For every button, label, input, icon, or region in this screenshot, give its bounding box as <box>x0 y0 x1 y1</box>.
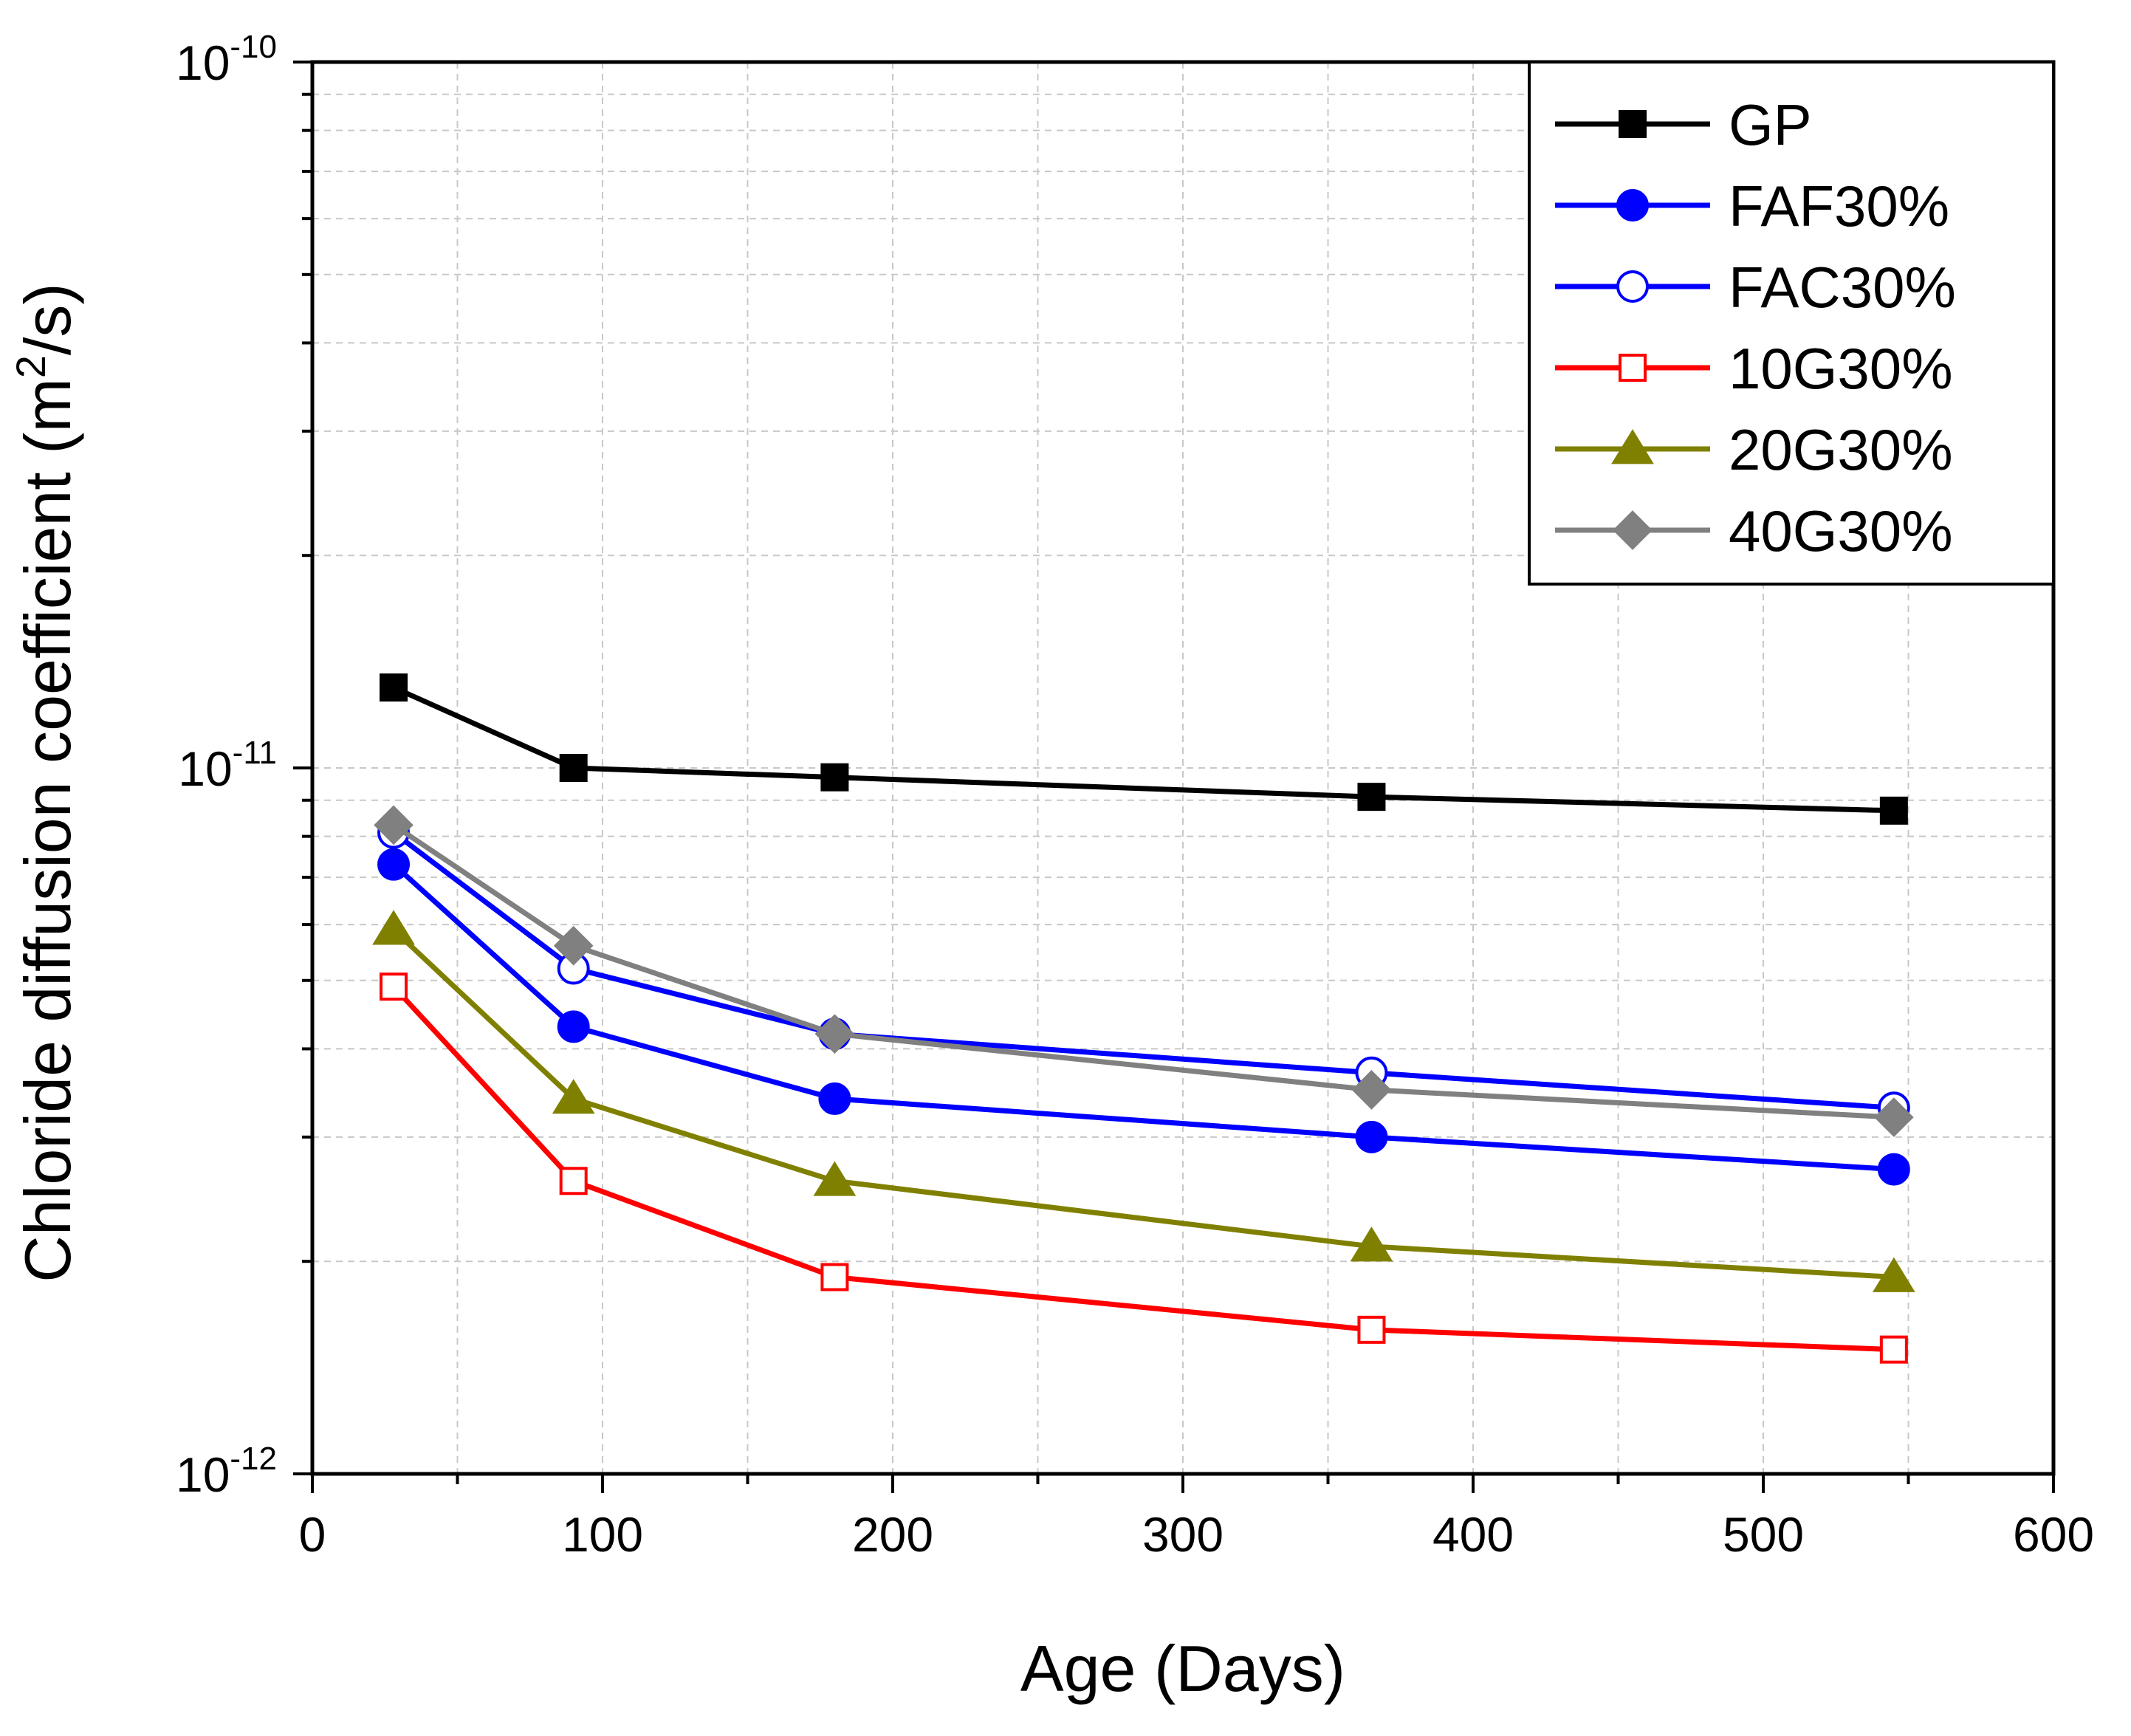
series-40g30 <box>374 805 1914 1137</box>
legend-label-fac30: FAC30% <box>1729 255 1956 320</box>
legend-label-20g30: 20G30% <box>1729 417 1953 482</box>
y-tick-label-exponent: -11 <box>233 735 277 771</box>
x-axis-title: Age (Days) <box>1020 1632 1345 1705</box>
legend-label-10g30: 10G30% <box>1729 336 1953 401</box>
y-axis-title-sup: 2 <box>7 355 54 378</box>
y-tick-label-base: 10 <box>176 35 230 90</box>
data-point-faf30 <box>1355 1120 1388 1153</box>
legend-marker-20g30 <box>1611 429 1654 464</box>
y-tick-label-exponent: -12 <box>230 1441 277 1477</box>
x-tick-label: 600 <box>2013 1507 2094 1562</box>
legend-marker-faf30 <box>1616 189 1649 222</box>
data-point-40g30 <box>374 805 413 845</box>
data-point-40g30 <box>814 1014 855 1054</box>
legend-marker-gp <box>1619 110 1647 138</box>
legend-marker-10g30 <box>1619 354 1647 382</box>
legend-marker-40g30 <box>1613 510 1653 550</box>
data-point-20g30 <box>813 1161 857 1196</box>
series <box>372 673 1915 1364</box>
data-point-40g30 <box>1874 1097 1914 1137</box>
y-axis-title-suffix: /s) <box>11 283 84 355</box>
legend-entry-fac30: FAC30% <box>1555 255 1956 320</box>
legend-label-gp: GP <box>1729 92 1812 157</box>
y-tick-label: 10-10 <box>176 29 277 90</box>
data-point-faf30 <box>1877 1153 1910 1186</box>
x-tick-label: 100 <box>562 1507 643 1562</box>
data-point-10g30 <box>820 1263 849 1291</box>
y-axis-title-prefix: Chloride diffusion coefficient (m <box>11 378 84 1282</box>
data-point-gp <box>820 763 849 792</box>
data-point-10g30 <box>380 972 408 1001</box>
series-gp <box>380 673 1908 825</box>
y-tick-label-exponent: -10 <box>230 29 277 65</box>
legend-entry-gp: GP <box>1555 92 1812 157</box>
data-point-20g30 <box>372 910 415 945</box>
series-faf30 <box>377 848 1910 1186</box>
data-point-20g30 <box>552 1079 595 1114</box>
legend-label-faf30: FAF30% <box>1729 174 1949 239</box>
data-point-faf30 <box>377 848 411 881</box>
data-point-10g30 <box>1879 1335 1908 1364</box>
data-point-20g30 <box>1350 1226 1393 1262</box>
legend-entry-10g30: 10G30% <box>1555 336 1953 401</box>
x-tick-label: 200 <box>852 1507 933 1562</box>
legend-entry-faf30: FAF30% <box>1555 174 1949 239</box>
y-tick-label-base: 10 <box>176 1447 230 1502</box>
data-point-gp <box>559 754 588 782</box>
y-tick-label: 10-11 <box>178 735 277 796</box>
axis-titles: Age (Days) Chloride diffusion coefficien… <box>7 283 1345 1705</box>
data-point-10g30 <box>559 1167 588 1195</box>
y-tick-label-base: 10 <box>178 741 232 796</box>
legend-entry-20g30: 20G30% <box>1555 417 1953 482</box>
x-tick-label: 500 <box>1723 1507 1804 1562</box>
data-point-40g30 <box>1351 1070 1392 1110</box>
legend-box <box>1528 61 2055 586</box>
x-tick-label: 0 <box>299 1507 326 1562</box>
data-point-40g30 <box>553 925 594 966</box>
data-point-gp <box>1357 783 1386 812</box>
legend-label-40g30: 40G30% <box>1729 498 1953 563</box>
y-axis-title: Chloride diffusion coefficient (m2/s) <box>7 283 84 1282</box>
data-point-10g30 <box>1357 1315 1386 1344</box>
series-20g30 <box>372 910 1915 1292</box>
legend-marker-fac30 <box>1616 270 1649 303</box>
x-tick-label: 400 <box>1432 1507 1514 1562</box>
data-point-gp <box>1879 796 1908 825</box>
data-point-faf30 <box>557 1010 590 1043</box>
series-10g30 <box>380 972 1908 1364</box>
legend-entry-40g30: 40G30% <box>1555 498 1953 563</box>
y-tick-label: 10-12 <box>176 1441 277 1502</box>
x-tick-label: 300 <box>1142 1507 1224 1562</box>
data-point-gp <box>380 673 408 702</box>
legend: GP FAF30% FAC30% 10G30% 20G30% 40G30% <box>1528 61 2055 586</box>
data-point-20g30 <box>1872 1257 1915 1292</box>
data-point-faf30 <box>818 1082 851 1115</box>
